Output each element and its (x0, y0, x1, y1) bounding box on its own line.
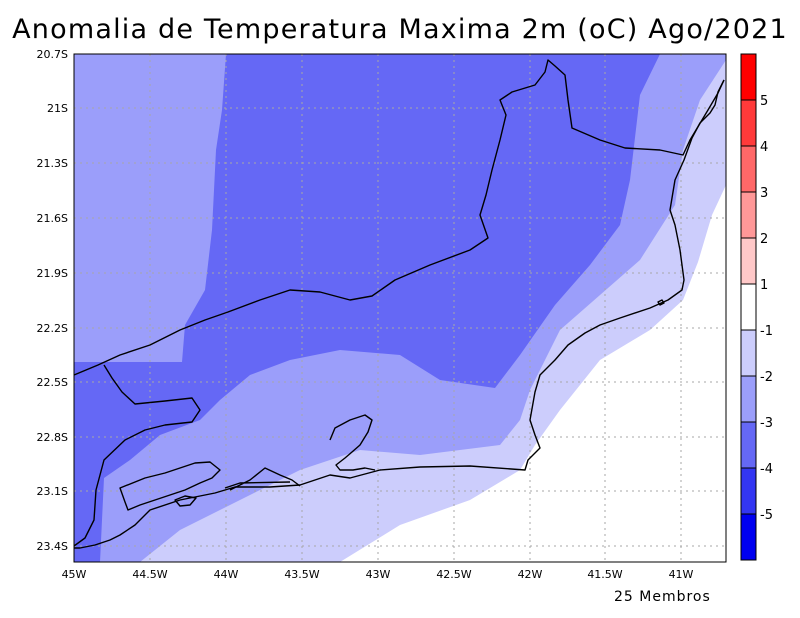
gridlines (74, 54, 726, 562)
ilha-grande-outline (119, 461, 221, 511)
colorbar-label: 4 (760, 140, 768, 155)
colorbar-label: 3 (760, 186, 768, 201)
y-tick-label: 23.1S (37, 485, 68, 498)
colorbar-swatch (741, 468, 756, 514)
y-tick-label: 22.5S (37, 376, 68, 389)
x-tick-label: 43W (366, 568, 391, 581)
x-tick-label: 44W (214, 568, 239, 581)
y-axis-labels: 20.7S 21S 21.3S 21.6S 21.9S 22.2S 22.5S … (37, 48, 68, 553)
colorbar-label: -2 (760, 370, 773, 385)
bay-outline (224, 414, 376, 491)
anomaly-fill (74, 54, 726, 562)
state-border-north (73, 59, 725, 376)
members-note: 25 Membros (614, 589, 711, 605)
y-tick-label: 21S (47, 102, 68, 115)
state-border-inland (73, 364, 201, 547)
contour-band-4-to-3 (74, 54, 660, 562)
colorbar-swatch (741, 284, 756, 330)
y-tick-label: 22.2S (37, 322, 68, 335)
x-tick-label: 41.5W (587, 568, 622, 581)
y-tick-label: 20.7S (37, 48, 68, 61)
plot-frame (73, 53, 727, 563)
x-tick-label: 41W (669, 568, 694, 581)
colorbar-swatch (741, 376, 756, 422)
x-tick-label: 42W (518, 568, 543, 581)
island-small-1 (174, 495, 197, 507)
x-tick-label: 43.5W (284, 568, 319, 581)
coastline (74, 79, 725, 549)
colorbar-label: 2 (760, 232, 768, 247)
colorbar: 5 4 3 2 1 -1 -2 -3 -4 -5 (740, 53, 773, 561)
colorbar-label: -3 (760, 416, 773, 431)
x-tick-label: 44.5W (132, 568, 167, 581)
island-small-2 (657, 299, 665, 306)
colorbar-swatch (741, 54, 756, 100)
colorbar-swatch (741, 238, 756, 284)
y-tick-label: 22.8S (37, 431, 68, 444)
colorbar-swatch (741, 146, 756, 192)
colorbar-label: -1 (760, 324, 773, 339)
colorbar-swatch (741, 100, 756, 146)
colorbar-swatch (741, 422, 756, 468)
contour-band-2-to-3-west (74, 54, 226, 362)
y-tick-label: 21.6S (37, 212, 68, 225)
y-tick-label: 21.9S (37, 267, 68, 280)
coastline-borders (73, 59, 725, 549)
colorbar-label: -5 (760, 508, 773, 523)
colorbar-label: 1 (760, 278, 768, 293)
x-tick-label: 45W (62, 568, 87, 581)
colorbar-label: -4 (760, 462, 773, 477)
colorbar-swatch (741, 330, 756, 376)
colorbar-swatch (741, 514, 756, 560)
x-axis-labels: 45W 44.5W 44W 43.5W 43W 42.5W 42W 41.5W … (62, 568, 694, 581)
colorbar-label: 5 (760, 94, 768, 109)
colorbar-frame (740, 53, 757, 561)
map-title: Anomalia de Temperatura Maxima 2m (oC) A… (12, 14, 788, 45)
y-tick-label: 23.4S (37, 540, 68, 553)
colorbar-swatch (741, 192, 756, 238)
x-tick-label: 42.5W (436, 568, 471, 581)
y-tick-label: 21.3S (37, 157, 68, 170)
